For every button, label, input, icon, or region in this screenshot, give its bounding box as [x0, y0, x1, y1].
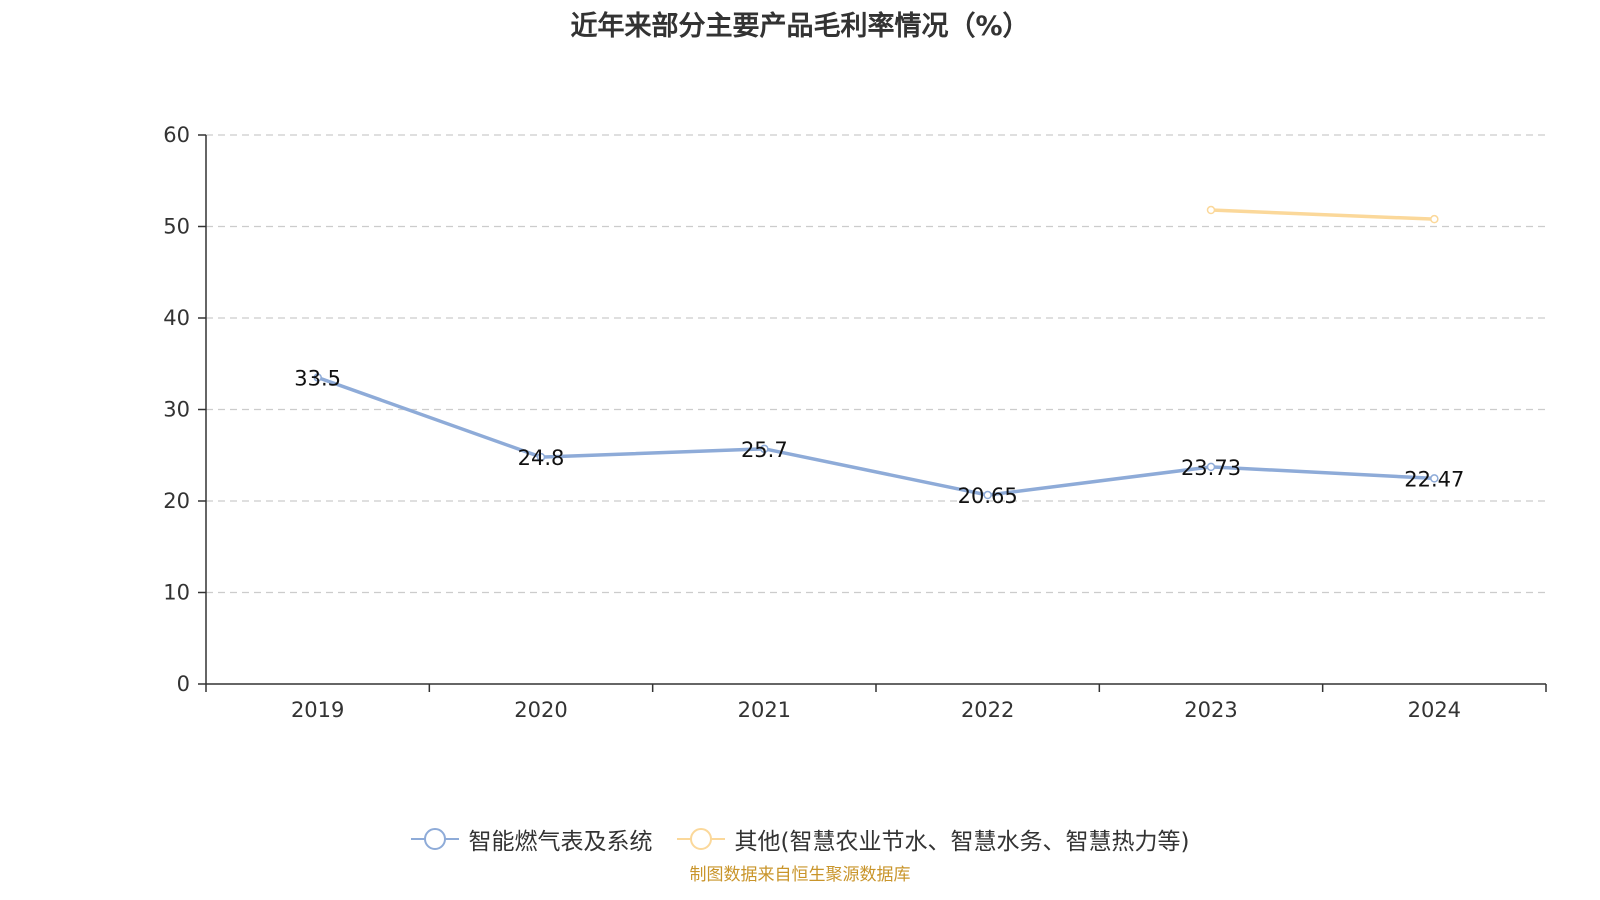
data-label: 25.7	[741, 438, 788, 462]
data-label: 33.5	[294, 366, 341, 390]
data-point	[1430, 214, 1439, 224]
y-tick-label: 40	[163, 306, 190, 330]
data-point	[313, 373, 322, 382]
data-point	[1206, 462, 1216, 472]
y-tick-label: 60	[163, 123, 190, 147]
grid-lines	[206, 134, 1546, 594]
data-labels: 33.5 24.8 25.7 20.65 23.73 22.47	[294, 366, 1464, 508]
circle-line-icon	[676, 828, 725, 850]
x-tick-label: 2019	[291, 698, 344, 722]
x-tick-label: 2023	[1184, 698, 1237, 722]
circle-line-icon	[410, 828, 459, 850]
x-tick-label: 2024	[1408, 698, 1461, 722]
data-label: 23.73	[1181, 456, 1241, 480]
y-tick-label: 30	[163, 398, 190, 422]
series-line-2	[1210, 208, 1435, 221]
data-label: 24.8	[518, 446, 565, 470]
y-tick-label: 50	[163, 215, 190, 239]
x-tick-label: 2022	[961, 698, 1014, 722]
line-chart: 0 10 20 30 40 50 60 2019 2020 2021 2022 2023 2024 33…	[163, 123, 1547, 722]
data-label: 22.47	[1404, 467, 1464, 491]
y-tick-label: 20	[163, 489, 190, 513]
legend: 智能燃气表及系统 其他(智慧农业节水、智慧水务、智慧热力等)	[0, 822, 1600, 856]
data-point	[536, 452, 546, 462]
legend-item-other[interactable]: 其他(智慧农业节水、智慧水务、智慧热力等)	[676, 822, 1190, 856]
x-tick-label: 2020	[514, 698, 567, 722]
x-tick-label: 2021	[738, 698, 791, 722]
data-point	[1206, 205, 1216, 215]
data-label: 20.65	[958, 484, 1018, 508]
legend-item-smart-gas[interactable]: 智能燃气表及系统	[410, 822, 653, 856]
legend-label-other: 其他(智慧农业节水、智慧水务、智慧热力等)	[734, 829, 1190, 855]
chart-title: 近年来部分主要产品毛利率情况（%）	[570, 11, 1030, 42]
series-line-1	[317, 375, 1435, 497]
source-note: 制图数据来自恒生聚源数据库	[689, 865, 911, 885]
data-point	[983, 490, 992, 500]
series-lines	[313, 205, 1439, 500]
legend-label-smart-gas: 智能燃气表及系统	[468, 829, 653, 855]
y-tick-label: 0	[177, 672, 190, 696]
y-tick-label: 10	[163, 581, 190, 605]
data-point	[760, 444, 769, 454]
axes: 0 10 20 30 40 50 60 2019 2020 2021 2022 2023 2024	[163, 123, 1547, 722]
data-point	[1430, 474, 1439, 483]
